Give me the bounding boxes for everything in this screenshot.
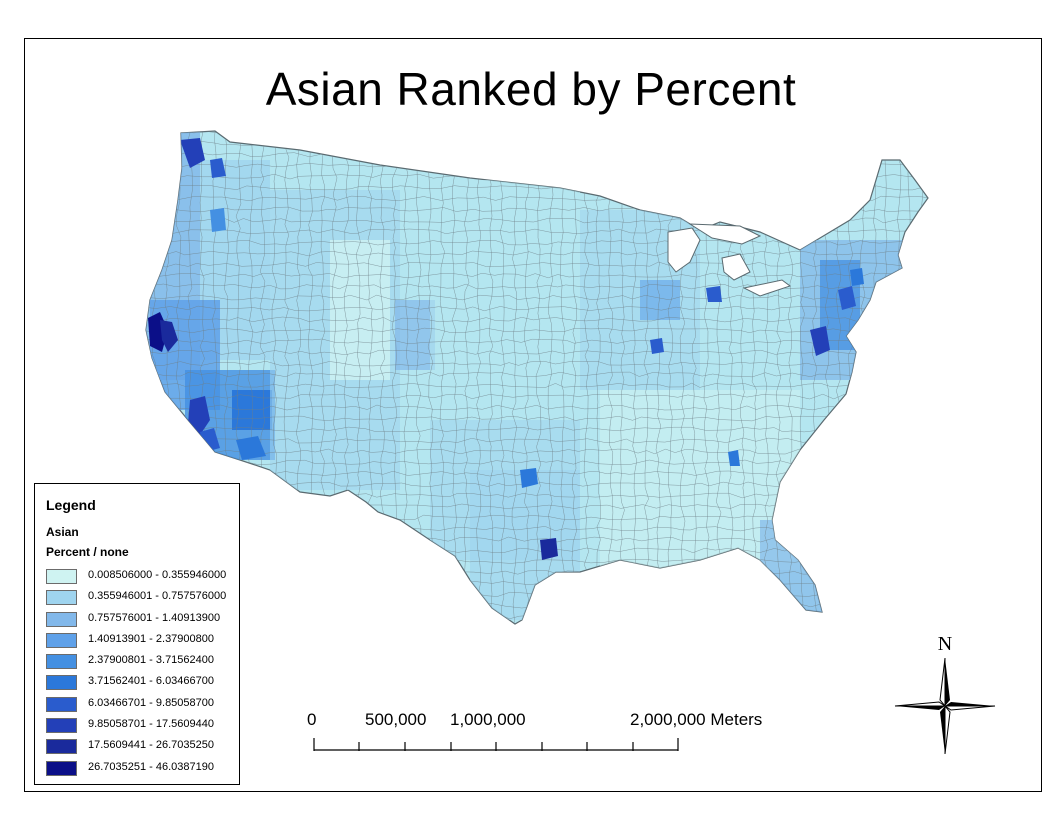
scale-bar [313,738,679,751]
scale-label-1000000: 1,000,000 [450,710,526,729]
scale-label-0: 0 [307,710,317,729]
legend-swatch [46,654,77,670]
scale-label-2000000: 2,000,000 Meters [630,710,763,729]
scale-label-500000: 500,000 [365,710,427,729]
legend-label: 6.03466701 - 9.85058700 [88,696,215,709]
legend-field-name: Percent / none [46,545,129,559]
lake-erie [742,279,792,297]
legend-swatch [46,760,77,776]
north-label: N [938,633,952,655]
legend-swatch [46,739,77,755]
map-frame [24,38,1042,792]
north-arrow [894,657,996,755]
legend-box: Legend Asian Percent / none 0.008506000 … [34,483,240,785]
legend-swatch [46,675,77,691]
legend-swatch [46,718,77,734]
lake-michigan [667,227,701,273]
legend-title: Legend [46,497,96,513]
high-percent-counties [148,138,864,560]
lake-huron [721,253,751,281]
legend-swatch [46,569,77,584]
legend-label: 3.71562401 - 6.03466700 [88,675,215,688]
legend-swatch [46,611,77,627]
map-title: Asian Ranked by Percent [265,63,797,115]
legend-label: 0.355946001 - 0.757576000 [88,590,227,603]
legend-swatch [46,590,77,606]
legend-swatch [46,696,77,712]
legend-layer-name: Asian [46,525,79,539]
legend-swatch [46,632,77,648]
lake-superior [688,223,762,245]
legend-label: 2.37900801 - 3.71562400 [88,654,215,667]
legend-label: 26.7035251 - 46.0387190 [88,760,215,773]
legend-label: 1.40913901 - 2.37900800 [88,632,215,645]
legend-label: 17.5609441 - 26.7035250 [88,739,215,752]
legend-label: 0.008506000 - 0.355946000 [88,569,227,581]
legend-label: 9.85058701 - 17.5609440 [88,718,215,731]
legend-label: 0.757576001 - 1.40913900 [88,611,221,624]
